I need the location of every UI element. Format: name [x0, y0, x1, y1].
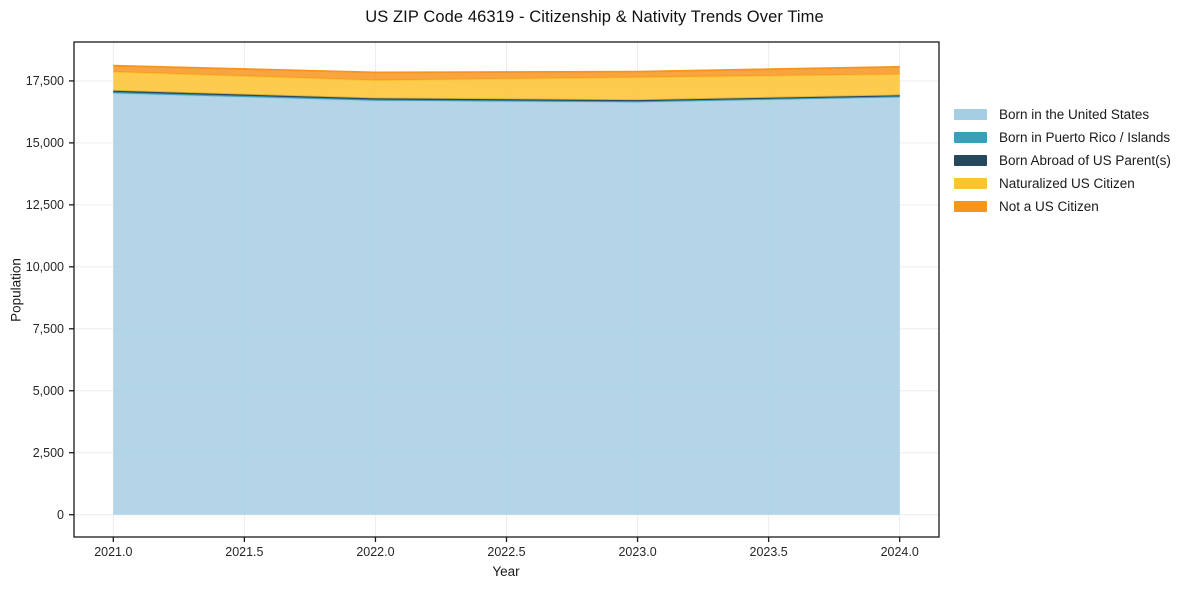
legend-swatch-not-citizen: [954, 201, 987, 212]
legend-item-not-citizen[interactable]: Not a US Citizen: [954, 195, 1171, 218]
svg-text:7,500: 7,500: [33, 322, 64, 336]
legend-item-born-abroad[interactable]: Born Abroad of US Parent(s): [954, 149, 1171, 172]
svg-text:5,000: 5,000: [33, 384, 64, 398]
svg-text:2023.0: 2023.0: [618, 545, 656, 559]
svg-text:17,500: 17,500: [26, 74, 64, 88]
x-axis-title: Year: [492, 564, 520, 579]
svg-text:2022.5: 2022.5: [487, 545, 525, 559]
svg-text:0: 0: [57, 508, 64, 522]
legend-label: Not a US Citizen: [999, 199, 1099, 214]
svg-text:2021.0: 2021.0: [94, 545, 132, 559]
svg-text:15,000: 15,000: [26, 136, 64, 150]
svg-text:10,000: 10,000: [26, 260, 64, 274]
legend: Born in the United States Born in Puerto…: [954, 103, 1171, 218]
legend-label: Born Abroad of US Parent(s): [999, 153, 1171, 168]
legend-swatch-born-us: [954, 109, 987, 120]
svg-text:2,500: 2,500: [33, 446, 64, 460]
legend-swatch-born-abroad: [954, 155, 987, 166]
legend-label: Naturalized US Citizen: [999, 176, 1135, 191]
legend-item-puerto-rico[interactable]: Born in Puerto Rico / Islands: [954, 126, 1171, 149]
svg-text:2023.5: 2023.5: [750, 545, 788, 559]
legend-item-born-us[interactable]: Born in the United States: [954, 103, 1171, 126]
svg-text:2021.5: 2021.5: [225, 545, 263, 559]
legend-item-naturalized[interactable]: Naturalized US Citizen: [954, 172, 1171, 195]
svg-text:2024.0: 2024.0: [881, 545, 919, 559]
svg-text:12,500: 12,500: [26, 198, 64, 212]
legend-swatch-puerto-rico: [954, 132, 987, 143]
legend-label: Born in Puerto Rico / Islands: [999, 130, 1171, 145]
chart-title: US ZIP Code 46319 - Citizenship & Nativi…: [365, 8, 824, 26]
legend-label: Born in the United States: [999, 107, 1150, 122]
svg-text:2022.0: 2022.0: [356, 545, 394, 559]
legend-swatch-naturalized: [954, 178, 987, 189]
y-axis-title: Population: [8, 258, 24, 322]
